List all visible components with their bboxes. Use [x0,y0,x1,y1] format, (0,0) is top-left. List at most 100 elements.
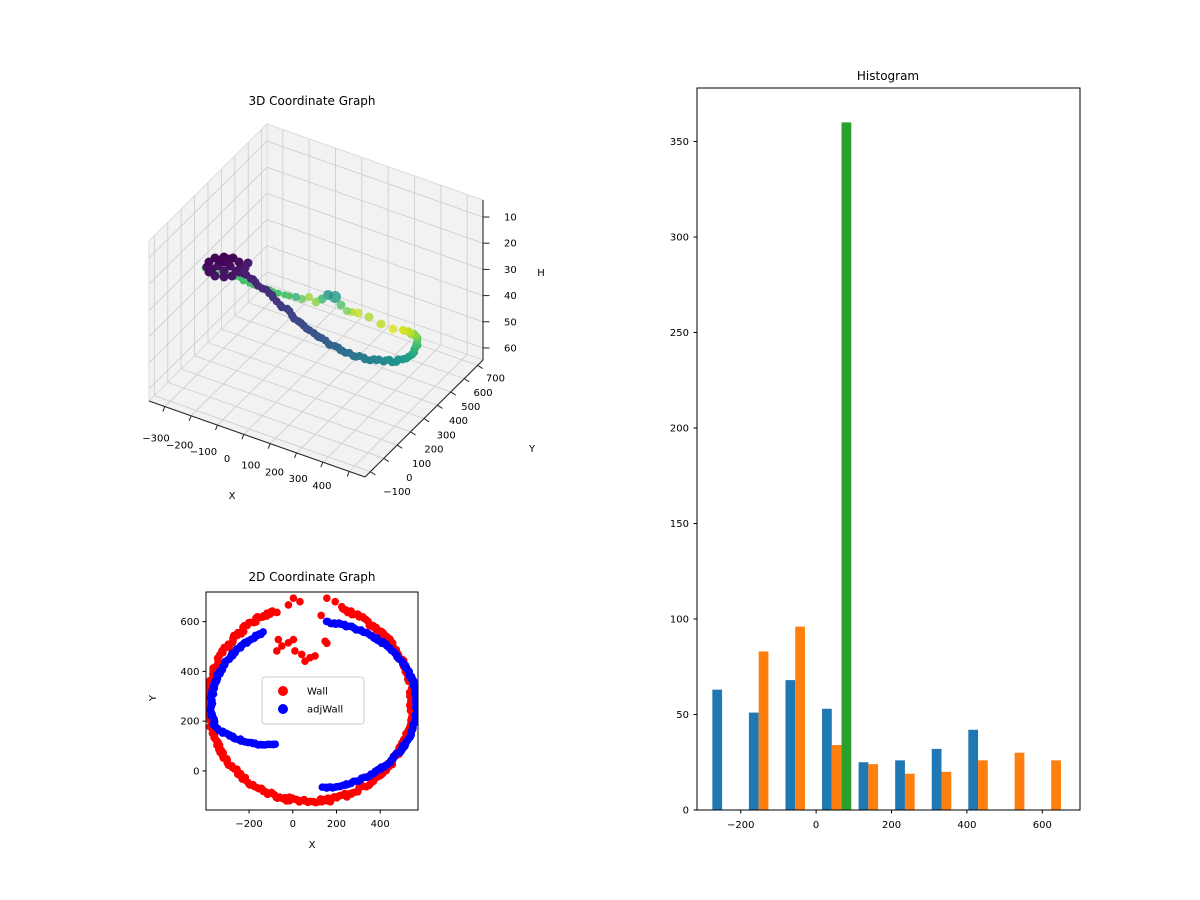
3d-scatter-point [376,319,386,329]
wall-noise-point [267,607,275,616]
3d-x-tick [346,471,350,477]
hist-bar [748,712,759,810]
histogram-subplot: −200 0 200 400 600 0 50 100 150 200 250 300 350 [670,87,1081,831]
3d-x-tick-label: 300 [289,474,308,485]
hist-y-tick-label: 350 [670,137,689,148]
3d-y-tick-label: 600 [474,388,493,399]
legend-marker-wall [278,686,288,696]
3d-y-tick [410,431,416,436]
3d-z-tick-label: 10 [504,213,517,224]
hist-y-tick-label: 100 [670,614,689,625]
wall-noise-point [323,594,331,603]
3d-y-axis-label: Y [528,444,536,455]
hist-bar [785,680,796,810]
3d-x-tick [267,443,271,449]
hist-y-tick-label: 200 [670,423,689,434]
3d-scatter-point [207,264,217,274]
3d-x-tick-label: 400 [312,481,331,492]
wall-noise-point [311,652,319,660]
3d-x-tick [215,424,218,431]
wall-noise-point [331,597,339,606]
3d-y-tick [437,404,443,409]
hist-bar [831,745,842,810]
hist-bar [1014,752,1025,810]
adjwall-point [271,740,280,748]
hist-bar [868,764,879,810]
3d-gridline [266,192,484,270]
hist-x-tick-label: 200 [882,820,901,831]
3d-y-tick [450,391,457,396]
3d-y-tick-label: 500 [461,402,480,413]
hist-bar [904,773,915,810]
3d-x-tick [188,415,192,422]
wall-noise-point [297,650,306,659]
3d-gridline [266,219,484,297]
3d-x-tick [241,434,245,440]
hist-bar [822,708,832,810]
hist-bars [712,122,1061,810]
wall-noise-point [278,642,286,650]
3d-gridline [148,271,268,390]
3d-gridline [148,140,268,259]
3d-axis-line [148,400,366,478]
3d-scatter-point [234,257,244,267]
3d-scatter-point [343,307,351,315]
3d-y-tick [383,457,390,463]
wall-noise-point [289,635,298,644]
3d-scatter-point [231,266,241,276]
hist-bar [712,689,723,810]
3d-gridline [266,245,484,323]
2d-scatter-area [206,594,418,807]
3d-x-tick-label: −100 [190,447,217,458]
2d-x-tick-label: 0 [290,819,296,830]
3d-z-tick-label: 60 [504,343,517,354]
3d-gridline [167,381,384,459]
2d-x-axis-label: X [309,840,316,851]
2d-y-tick-label: 400 [180,667,199,678]
2d-x-tick-label: 400 [371,819,390,830]
3d-scatter-point [292,293,300,301]
legend-label-adjwall: adjWall [307,705,343,716]
3d-y-tick-label: 700 [486,374,505,385]
3d-y-tick [370,471,376,476]
hist-bar [795,626,805,810]
3d-y-tick-label: 0 [406,473,412,484]
2d-x-tick-label: 200 [327,819,346,830]
hist-x-tick-label: 600 [1033,820,1052,831]
3d-gridline [261,288,478,366]
3d-y-tick [423,418,430,423]
hist-x-tick-label: 0 [813,820,819,831]
wall-noise-point [337,602,346,611]
legend-box [261,676,365,725]
3d-subplot: −300−200−1000100200300400−10001002003004… [142,122,517,498]
3d-scatter-point [305,293,313,301]
2d-x-tick-label: −200 [235,819,262,830]
3d-z-axis-label: H [537,268,545,279]
3d-gridline [221,328,438,406]
hist-y-tick-label: 0 [683,806,689,817]
3d-x-tick-label: 100 [241,461,260,472]
3d-x-axis-label: X [229,491,236,502]
3d-y-tick-label: 200 [424,445,443,456]
hist-y-tick-label: 300 [670,232,689,243]
wall-noise-point [296,597,304,606]
wall-noise-point [323,639,331,648]
legend-label-wall: Wall [307,687,328,698]
2d-plot-title: 2D Coordinate Graph [248,570,375,584]
hist-bar [841,122,852,810]
hist-y-tick-label: 250 [670,328,689,339]
hist-bar [978,760,988,810]
3d-scatter-point [399,326,407,334]
2d-y-tick-label: 600 [180,617,199,628]
3d-gridline [248,302,465,380]
3d-y-tick-label: 100 [412,459,431,470]
3d-scatter-point [215,255,225,265]
2d-legend: Wall adjWall [261,676,365,725]
3d-y-tick [396,444,403,449]
3d-gridline [181,368,398,446]
wall-noise-point [284,601,293,609]
3d-x-tick [162,406,166,412]
hist-bar [968,729,979,810]
2d-subplot: −200 0 200 400 0 200 400 600 Wall adjWall [180,591,419,830]
